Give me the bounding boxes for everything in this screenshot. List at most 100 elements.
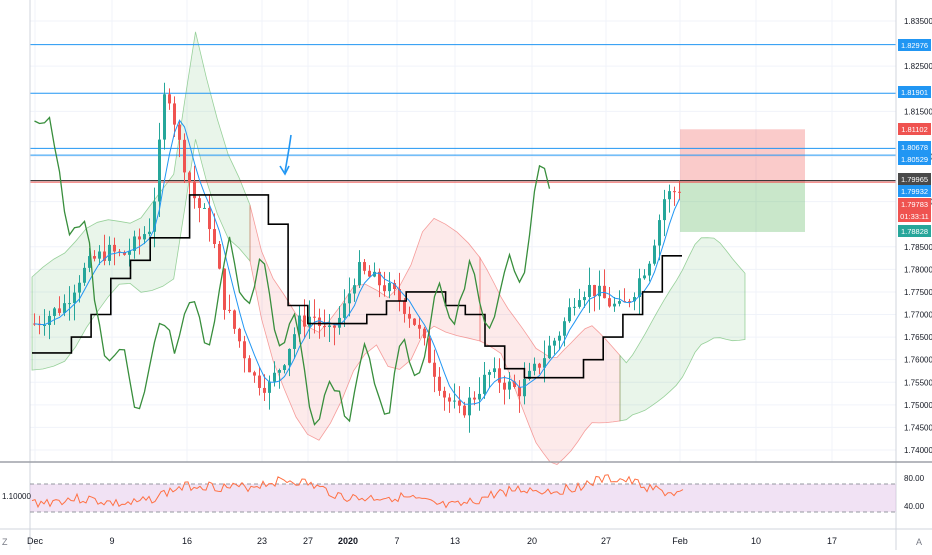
candle-body xyxy=(113,244,116,252)
position-target-zone[interactable] xyxy=(680,182,805,232)
candle-body xyxy=(398,289,401,302)
candle-body xyxy=(648,263,651,276)
price-tag-label: 1.79932 xyxy=(901,187,928,196)
time-tick-label: 17 xyxy=(827,536,837,546)
candle-body xyxy=(383,285,386,292)
candle-body xyxy=(318,317,321,327)
candle-body xyxy=(448,397,451,402)
candle-body xyxy=(288,348,291,366)
time-tick-label: 7 xyxy=(394,536,399,546)
candle-body xyxy=(58,308,61,313)
candle-body xyxy=(563,321,566,336)
corner-label-left[interactable]: Z xyxy=(2,537,8,547)
candle-body xyxy=(458,400,461,406)
price-tag-label: 1.80678 xyxy=(901,143,928,152)
auto-scale-button[interactable]: A xyxy=(916,537,922,547)
candle-body xyxy=(518,386,521,397)
candle-body xyxy=(123,252,126,255)
candle-body xyxy=(378,271,381,286)
price-tag[interactable] xyxy=(898,86,931,98)
time-tick-label: 20 xyxy=(527,536,537,546)
candle-body xyxy=(213,229,216,244)
candle-body xyxy=(333,325,336,328)
price-tag-label: 1.80529 xyxy=(901,155,928,164)
candle-body xyxy=(148,231,151,235)
price-tag[interactable] xyxy=(898,185,931,197)
candle-body xyxy=(273,372,276,382)
price-tag[interactable] xyxy=(898,153,931,165)
price-tag[interactable] xyxy=(898,210,931,222)
price-tag-label: 1.79965 xyxy=(901,175,928,184)
candle-body xyxy=(673,191,676,193)
time-tick-label: 27 xyxy=(601,536,611,546)
candle-body xyxy=(638,278,641,298)
candle-body xyxy=(158,139,161,202)
candle-body xyxy=(528,370,531,380)
candle-body xyxy=(233,310,236,329)
candle-body xyxy=(108,244,111,261)
candle-body xyxy=(593,284,596,297)
arrow-down-icon[interactable] xyxy=(279,134,292,176)
time-axis[interactable]: Dec 9 16 23 27 2020 7 13 20 27 Feb 10 17 xyxy=(27,536,837,546)
candle-body xyxy=(578,300,581,307)
price-tick-label: 1.77500 xyxy=(904,288,932,297)
candle-body xyxy=(403,301,406,314)
time-tick-label: 23 xyxy=(257,536,267,546)
price-tag-label: 1.81102 xyxy=(901,125,928,134)
candle-body xyxy=(483,374,486,394)
candle-body xyxy=(283,365,286,370)
candle-body xyxy=(298,315,301,335)
candle-body xyxy=(98,251,101,259)
price-tag-label: 1.78828 xyxy=(901,227,928,236)
rsi-band xyxy=(30,484,896,512)
price-tick-label: 1.83500 xyxy=(904,17,932,26)
candle-body xyxy=(418,324,421,329)
candle-body xyxy=(228,309,231,311)
main-pane[interactable] xyxy=(30,0,896,462)
chikou-line xyxy=(34,116,551,426)
candle-body xyxy=(628,301,631,303)
candle-body xyxy=(468,397,471,416)
candle-body xyxy=(68,303,71,305)
price-tag[interactable] xyxy=(898,39,931,51)
time-tick-label: 9 xyxy=(109,536,114,546)
candle-body xyxy=(188,172,191,182)
candle-body xyxy=(488,372,491,375)
price-tag[interactable] xyxy=(898,141,931,153)
price-tag-label: 1.79783 xyxy=(901,200,928,209)
price-tag[interactable] xyxy=(898,123,931,135)
candle-body xyxy=(88,256,91,268)
candle-body xyxy=(353,285,356,294)
candle-body xyxy=(428,338,431,363)
candle-body xyxy=(263,387,266,393)
price-tag[interactable] xyxy=(898,225,931,237)
candle-body xyxy=(538,363,541,368)
position-stop-zone[interactable] xyxy=(680,129,805,183)
candle-body xyxy=(243,341,246,359)
candle-body xyxy=(558,335,561,341)
candle-body xyxy=(598,285,601,297)
price-tag[interactable] xyxy=(898,198,931,210)
candle-body xyxy=(608,298,611,307)
candle-body xyxy=(303,315,306,327)
time-tick-label: Feb xyxy=(672,536,688,546)
candle-body xyxy=(583,297,586,301)
candle-body xyxy=(553,340,556,346)
candle-body xyxy=(338,317,341,328)
candle-body xyxy=(463,405,466,416)
candle-body xyxy=(373,271,376,277)
candle-body xyxy=(63,303,66,313)
candle-body xyxy=(658,220,661,246)
price-tag[interactable] xyxy=(898,173,931,185)
candle-body xyxy=(473,397,476,400)
time-tick-label: 16 xyxy=(182,536,192,546)
kumo-cloud xyxy=(619,237,746,422)
candle-body xyxy=(128,250,131,255)
candle-body xyxy=(313,316,316,318)
rsi-tick-40: 40.00 xyxy=(904,502,925,511)
candle-body xyxy=(388,283,391,292)
candle-body xyxy=(193,181,196,199)
candle-body xyxy=(363,262,366,271)
candle-body xyxy=(153,201,156,232)
